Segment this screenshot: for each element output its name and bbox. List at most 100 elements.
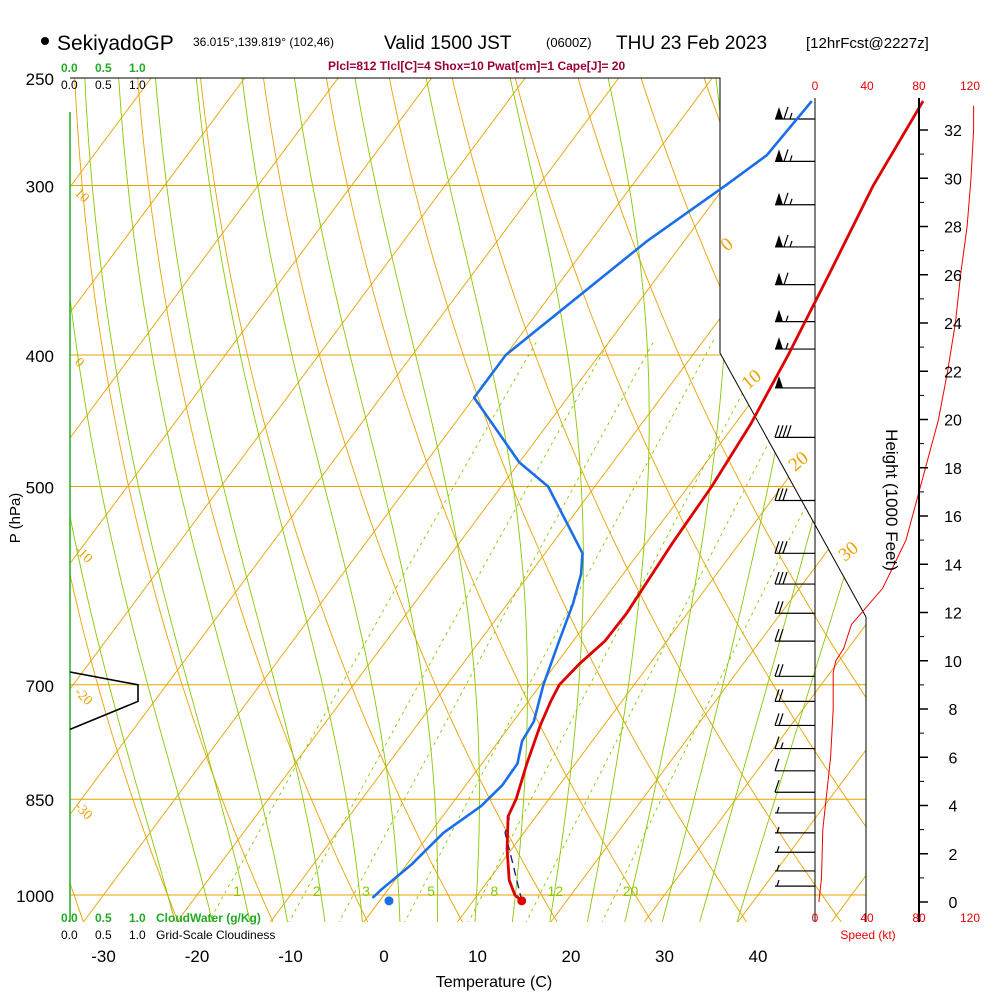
dry-adiabat (197, 78, 464, 922)
wind-barb-full (778, 601, 784, 614)
station-coords: 36.015°,139.819° (102,46) (193, 35, 334, 49)
wind-barb-flag (775, 234, 783, 247)
wind-barb-full (778, 541, 784, 554)
wind-barb (775, 806, 815, 814)
height-tick-label: 12 (944, 606, 962, 623)
mixing-ratio-label: 8 (490, 883, 498, 899)
valid-time: Valid 1500 JST (384, 33, 512, 54)
wind-barb-half (789, 198, 793, 205)
moist-adiabat (350, 78, 480, 922)
wind-barb-full (778, 488, 784, 501)
forecast-info: [12hrFcst@2227z] (806, 35, 929, 52)
cloud-water-label: CloudWater (g/Kg) (156, 911, 261, 925)
cloud-water-tick-top-0: 0.0 (61, 61, 78, 75)
height-tick-label: 20 (944, 413, 962, 430)
wind-barb-full (778, 664, 784, 677)
cloudiness-tick-top-1: 0.5 (95, 78, 112, 92)
isotherm (70, 78, 544, 922)
pressure-tick-label: 700 (26, 677, 54, 696)
isotherm (81, 78, 731, 922)
speed-tick-bottom-0: 0 (812, 911, 819, 925)
height-tick-label: 30 (944, 171, 962, 188)
pressure-tick-label: 1000 (16, 887, 54, 906)
cloud-water-tick-top-2: 1.0 (129, 61, 146, 75)
wind-barb (774, 541, 815, 554)
wind-barb (775, 272, 815, 286)
pressure-tick-label: 850 (26, 791, 54, 810)
cloudiness-tick-bottom-0: 0.0 (61, 928, 78, 942)
moist-adiabat (661, 78, 823, 922)
wind-barb-full (783, 149, 789, 162)
wind-barb (774, 736, 815, 750)
valid-zulu: (0600Z) (546, 35, 592, 50)
wind-barb-half (789, 112, 793, 120)
temperature-tick-label: 20 (562, 947, 581, 966)
dry-adiabat (259, 78, 559, 922)
station-dot (41, 37, 49, 45)
height-tick-label: 28 (944, 220, 962, 237)
cloudiness-tick-bottom-1: 0.5 (95, 928, 112, 942)
isotherm (362, 78, 866, 922)
moist-adiabat (586, 78, 650, 922)
wind-barb-full (774, 425, 780, 438)
cloudiness-label: Grid-Scale Cloudiness (156, 928, 275, 942)
dewpoint-line (371, 100, 813, 899)
speed-tick-top-0: 0 (812, 79, 819, 93)
wind-barb (775, 106, 815, 120)
wind-barb (774, 571, 815, 585)
wind-barb-full (783, 192, 789, 205)
mixing-ratio-label: 1 (233, 883, 241, 899)
mixing-ratio-line (600, 339, 866, 922)
mixing-ratio-line (467, 339, 771, 922)
isotherm (829, 78, 866, 922)
wind-barb-half (776, 864, 780, 872)
wind-barb (775, 879, 815, 887)
temperature-tick-label: 0 (379, 947, 388, 966)
isotherm (70, 78, 263, 922)
wind-barbs (774, 106, 815, 887)
wind-barb (775, 846, 815, 853)
wind-barb-flag (775, 337, 783, 350)
temperature-line (505, 100, 925, 902)
dry-adiabat (819, 78, 866, 922)
wind-barb-full (786, 425, 792, 438)
height-tick-label: 14 (944, 557, 962, 574)
wind-barb-full (783, 234, 789, 248)
mixing-ratio-line (337, 339, 655, 922)
wind-barb-full (774, 736, 780, 749)
mixing-ratio-label: 5 (427, 883, 435, 899)
height-tick-label: 16 (944, 509, 962, 526)
cloud-water-tick-bottom-1: 0.5 (95, 911, 112, 925)
pressure-tick-label: 500 (26, 479, 54, 498)
wind-barb-full (778, 689, 784, 702)
temperature-tick-label: -20 (185, 947, 210, 966)
wind-barb-half (780, 742, 784, 749)
isotherm-label: -10 (71, 543, 95, 567)
dry-adiabat (73, 78, 275, 922)
wind-barb (774, 780, 815, 793)
cloudiness-line (69, 671, 139, 731)
speed-tick-bottom-2: 80 (912, 911, 926, 925)
temperature-tick-label: -30 (91, 947, 116, 966)
y-axis-title: P (hPa) (7, 493, 24, 544)
cloud-water-tick-bottom-2: 1.0 (129, 911, 146, 925)
wind-barb-full (774, 713, 780, 726)
sounding-profiles (371, 100, 925, 906)
height-tick-label: 0 (949, 895, 958, 912)
mixing-ratio-label: 3 (362, 883, 370, 899)
isotherm-label: -30 (71, 799, 95, 823)
wind-barb-half (785, 315, 789, 322)
height-tick-label: 32 (944, 123, 962, 140)
plot-boundary (70, 77, 867, 618)
wind-barb (775, 826, 815, 834)
wind-barb-full (778, 713, 784, 726)
speed-tick-top-3: 120 (960, 79, 980, 93)
mixing-ratio-label: 20 (623, 883, 639, 899)
wind-barb (775, 234, 815, 248)
speed-scale: 0 40 80 120 0 40 80 120 Speed (kt) (812, 79, 981, 942)
cloudiness-profile (69, 671, 139, 731)
temperature-tick-label: -10 (278, 947, 303, 966)
height-tick-label: 8 (949, 702, 958, 719)
mixing-ratio-label: 2 (313, 883, 321, 899)
